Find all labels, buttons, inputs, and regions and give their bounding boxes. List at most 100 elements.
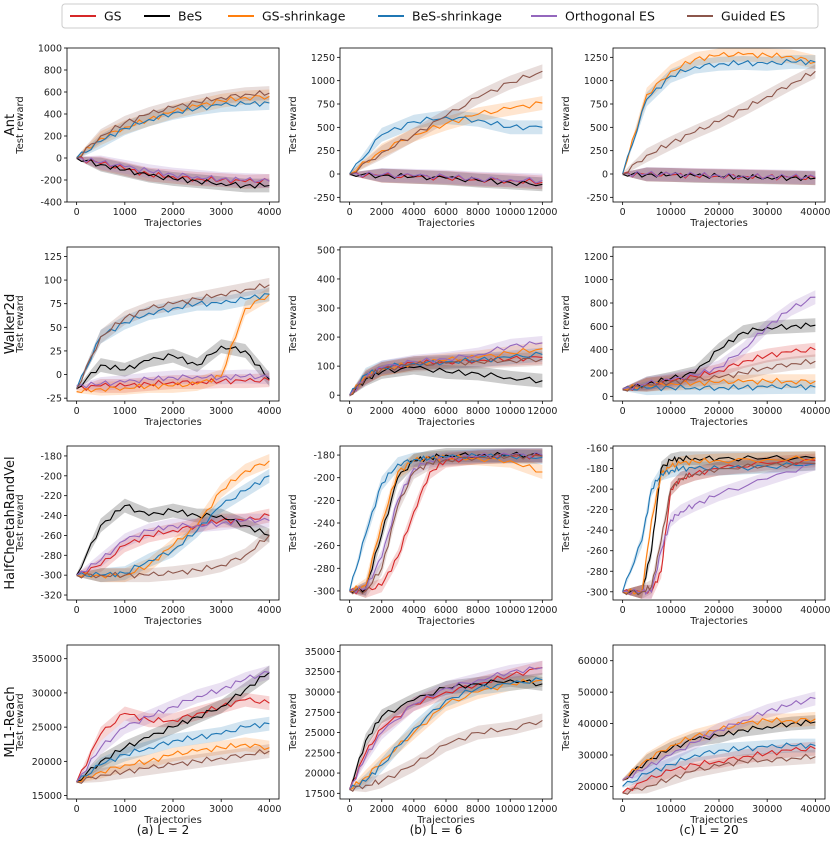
x-tick-label: 8000	[466, 406, 490, 417]
line-gs-shrinkage	[76, 293, 270, 394]
series-group	[349, 335, 543, 397]
band-bes-shrinkage	[76, 468, 270, 583]
x-ticks: 0 1000 2000 3000 4000	[74, 799, 281, 815]
x-tick-label: 20000	[704, 207, 734, 218]
y-tick-label: -260	[586, 546, 608, 557]
line-bes	[622, 171, 816, 182]
y-tick-label: 800	[590, 299, 608, 310]
legend-label: GS	[104, 9, 122, 24]
y-tick-label: 40000	[578, 719, 608, 730]
panel-ml1-reach-b-l-6: 0 2000 4000 6000 8000 10000 12000 17500 20000 225…	[288, 644, 557, 826]
x-axis-label: Trajectories	[143, 616, 202, 627]
column-label-2: (b) L = 6	[410, 823, 463, 837]
band-guided-es	[76, 86, 270, 160]
legend: GS BeS GS-shrinkage BeS-shrinkage Orthogonal…	[61, 3, 819, 29]
line-gs-shrinkage	[622, 51, 816, 175]
x-tick-label: 0	[74, 804, 80, 815]
x-tick-label: 8000	[466, 207, 490, 218]
panel-ant-b-l-6: 0 2000 4000 6000 8000 10000 12000 -250 0 250 500 75…	[288, 47, 557, 229]
x-tick-label: 0	[74, 605, 80, 616]
line-orthogonal-es	[76, 517, 270, 576]
series-group	[349, 448, 543, 598]
x-axis-label: Trajectories	[689, 417, 748, 428]
x-tick-label: 2000	[161, 804, 185, 815]
y-tick-label: 250	[590, 146, 608, 157]
y-tick-label: -180	[313, 451, 335, 462]
line-bes-shrinkage	[622, 742, 816, 787]
y-tick-label: -180	[586, 464, 608, 475]
line-bes	[76, 504, 270, 576]
x-tick-label: 0	[620, 605, 626, 616]
y-axis-label: Test reward	[15, 96, 26, 155]
band-orthogonal-es	[76, 665, 270, 784]
x-tick-label: 20000	[704, 605, 734, 616]
y-tick-label: -200	[586, 485, 608, 496]
line-bes	[349, 679, 543, 790]
y-tick-label: 0	[329, 170, 335, 181]
line-gs-shrinkage	[76, 460, 270, 579]
x-tick-label: 2000	[370, 605, 394, 616]
panel-halfcheetahrandvel-b-l-6: 0 2000 4000 6000 8000 10000 12000-300-280-260-…	[288, 445, 557, 627]
legend-frame	[61, 3, 819, 29]
y-ticks: 17500 20000 22500 25000 27500 30000 32500 35000	[305, 647, 340, 800]
x-tick-label: 20000	[704, 804, 734, 815]
y-tick-label: -280	[40, 551, 62, 562]
y-tick-label: 30000	[32, 688, 62, 699]
x-tick-label: 6000	[434, 406, 458, 417]
panel-walker2d-b-l-6: 0 2000 4000 6000 8000 10000 12000 0 100 200 300 400…	[288, 245, 557, 428]
series-group	[622, 691, 816, 795]
line-guided-es	[622, 462, 816, 596]
x-tick-label: 4000	[402, 207, 426, 218]
band-bes	[349, 168, 543, 192]
y-tick-label: 50000	[578, 688, 608, 699]
y-axis-label: Test reward	[15, 494, 26, 553]
x-tick-label: 20000	[704, 406, 734, 417]
y-tick-label: -300	[586, 587, 608, 598]
line-bes	[76, 157, 270, 189]
x-tick-label: 10000	[495, 605, 525, 616]
y-tick-label: 0	[602, 392, 608, 403]
y-tick-label: 0	[56, 370, 62, 381]
column-labels: (a) L = 2 (b) L = 6 (c) L = 20	[137, 823, 739, 837]
y-tick-label: -200	[40, 176, 62, 187]
x-tick-label: 2000	[370, 207, 394, 218]
line-guided-es	[349, 453, 543, 595]
series-group	[622, 451, 816, 599]
x-tick-label: 2000	[161, 207, 185, 218]
y-tick-label: 32500	[305, 667, 335, 678]
panel-ml1-reach-c-l-20: 0 10000 20000 30000 40000 20000 30000 40000 5000…	[561, 644, 830, 826]
y-tick-label: 17500	[305, 789, 335, 800]
x-tick-label: 12000	[527, 406, 557, 417]
x-tick-label: 0	[620, 207, 626, 218]
line-bes	[622, 719, 816, 781]
y-axis-label: Test reward	[15, 295, 26, 354]
y-tick-label: -160	[586, 444, 608, 455]
x-ticks: 0 2000 4000 6000 8000 10000 12000	[347, 799, 557, 815]
y-tick-label: 600	[590, 322, 608, 333]
y-tick-label: -280	[586, 567, 608, 578]
x-axis-label: Trajectories	[416, 218, 475, 229]
series-group	[349, 660, 543, 793]
y-tick-label: 1000	[38, 44, 62, 55]
row-label-walker2d: Walker2d	[3, 294, 18, 355]
y-tick-label: -250	[586, 193, 608, 204]
band-gs-shrinkage	[349, 672, 543, 791]
line-orthogonal-es	[622, 696, 816, 781]
y-tick-label: 22500	[305, 748, 335, 759]
line-gs	[349, 667, 543, 790]
y-tick-label: 25000	[32, 723, 62, 734]
column-label-3: (c) L = 20	[679, 823, 738, 837]
x-tick-label: 12000	[527, 804, 557, 815]
y-ticks: 20000 30000 40000 50000 60000	[578, 656, 613, 793]
x-tick-label: 0	[620, 804, 626, 815]
plot-area	[67, 247, 279, 401]
x-tick-label: 40000	[800, 804, 830, 815]
band-bes	[622, 715, 816, 782]
x-tick-label: 0	[347, 207, 353, 218]
line-orthogonal-es	[622, 296, 816, 391]
x-ticks: 0 1000 2000 3000 4000	[74, 202, 281, 218]
band-guided-es	[349, 351, 543, 397]
line-orthogonal-es	[349, 341, 543, 396]
line-guided-es	[76, 283, 270, 389]
band-bes	[76, 665, 270, 784]
